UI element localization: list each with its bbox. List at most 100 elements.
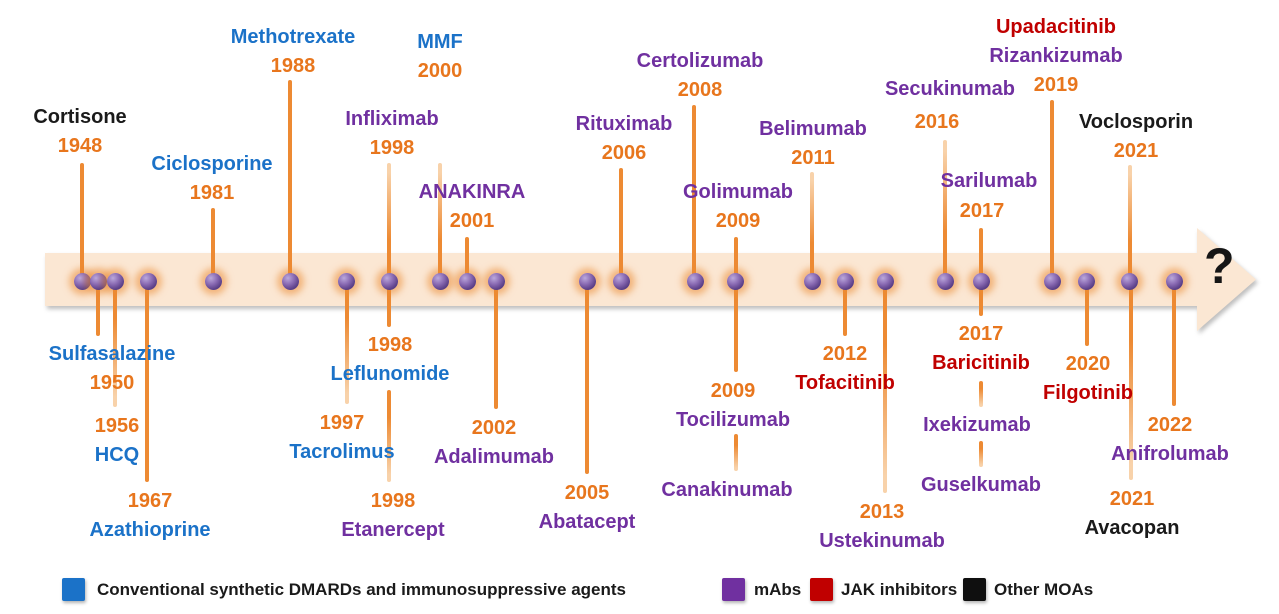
event-stem: [734, 237, 738, 281]
event-year: 1981: [189, 182, 235, 204]
event-stem: [585, 281, 589, 474]
event-label: 2012 Tofacitinib: [685, 340, 1005, 398]
event-name: Ustekinumab: [819, 530, 945, 552]
event-label: Sarilumab: [829, 167, 1149, 196]
timeline-dot: [612, 272, 630, 290]
event-stem: [387, 163, 391, 281]
event-year: 2008: [677, 79, 723, 101]
event-year: 2009: [715, 210, 761, 232]
event-stem: [211, 208, 215, 281]
event-stem: [979, 281, 983, 316]
timeline-dot: [431, 272, 449, 290]
event-label: 2020 Filgotinib: [928, 350, 1248, 408]
event-year: 2002: [471, 417, 517, 439]
event-year: 2005: [564, 482, 610, 504]
event-label: Ciclosporine 1981: [52, 150, 372, 208]
event-label: Certolizumab 2008: [540, 47, 860, 105]
event-label: 2017 Baricitinib: [821, 320, 1141, 378]
event-name: MMF: [417, 31, 463, 53]
event-stem: [1128, 165, 1132, 281]
event-label: 2016: [777, 108, 1097, 137]
event-name: Filgotinib: [1043, 382, 1133, 404]
event-year: 2013: [859, 501, 905, 523]
timeline-dot: [73, 272, 91, 290]
event-year: 1997: [319, 412, 365, 434]
event-label: 2005 Abatacept: [427, 479, 747, 537]
event-name: Cortisone: [33, 106, 127, 128]
timeline-dot: [936, 272, 954, 290]
event-stem: [288, 80, 292, 281]
timeline-dot: [106, 272, 124, 290]
event-stem: [979, 228, 983, 281]
event-name: Anifrolumab: [1111, 443, 1229, 465]
event-label: Secukinumab: [790, 75, 1110, 104]
event-name: Tacrolimus: [289, 441, 395, 463]
event-name: Baricitinib: [932, 352, 1030, 374]
event-year: 1998: [367, 334, 413, 356]
event-label: Ixekizumab: [817, 411, 1137, 440]
event-stem: [979, 441, 983, 467]
event-name: Infliximab: [345, 108, 439, 130]
timeline-dot: [686, 272, 704, 290]
event-name: ANAKINRA: [418, 181, 526, 203]
timeline-dot: [972, 272, 990, 290]
event-stem: [734, 434, 738, 471]
timeline-dot: [876, 272, 894, 290]
event-label: 1997 Tacrolimus: [182, 409, 502, 467]
event-name: Tofacitinib: [795, 372, 895, 394]
event-label: Voclosporin 2021: [976, 108, 1279, 166]
event-year: 1956: [94, 415, 140, 437]
timeline-dot: [836, 272, 854, 290]
legend-label-other: Other MOAs: [994, 580, 1094, 599]
event-label: 2002 Adalimumab: [334, 414, 654, 472]
event-stem: [494, 281, 498, 409]
event-name: Adalimumab: [433, 446, 555, 468]
event-year: 1967: [127, 490, 173, 512]
event-label: Sulfasalazine 1950: [0, 340, 272, 398]
event-name: Certolizumab: [636, 50, 764, 72]
legend-swatch-other: [963, 578, 986, 601]
timeline-dot: [281, 272, 299, 290]
event-label: 1998 Etanercept: [233, 487, 553, 545]
event-name: Guselkumab: [920, 474, 1042, 496]
event-name: Upadacitinib: [995, 16, 1116, 38]
event-stem: [1129, 281, 1133, 480]
event-label: Infliximab 1998: [232, 105, 552, 163]
event-name: Secukinumab: [884, 78, 1016, 100]
event-label: Belimumab 2011: [653, 115, 973, 173]
event-year: 2017: [958, 323, 1004, 345]
event-label: 2021 Avacopan: [972, 485, 1279, 543]
event-label: Canakinumab: [567, 476, 887, 505]
event-label: Golimumab 2009: [578, 178, 898, 236]
timeline-dot: [89, 272, 107, 290]
event-label: 1998 Leflunomide: [230, 331, 550, 389]
event-name: Rizankizumab: [989, 45, 1123, 67]
event-name: Etanercept: [341, 519, 445, 541]
event-year: 2011: [791, 147, 835, 169]
event-year: 2009: [710, 380, 756, 402]
event-stem: [438, 163, 442, 281]
event-name: Belimumab: [759, 118, 867, 140]
event-stem: [1172, 281, 1176, 406]
event-label: 2017: [822, 197, 1142, 226]
event-year: 2020: [1065, 353, 1111, 375]
timeline-dot: [380, 272, 398, 290]
event-name: Voclosporin: [1078, 111, 1194, 133]
event-stem: [883, 281, 887, 493]
event-stem: [345, 281, 349, 404]
event-label: 2009 Tocilizumab: [573, 377, 893, 435]
event-year: 2012: [822, 343, 868, 365]
event-name: Abatacept: [538, 511, 636, 533]
event-year: 2017: [959, 200, 1005, 222]
timeline-dot: [578, 272, 596, 290]
legend-label-jak: JAK inhibitors: [841, 580, 958, 599]
event-year: 2021: [1109, 488, 1155, 510]
legend-swatch-mab: [722, 578, 745, 601]
event-label: 1956 HCQ: [0, 412, 277, 470]
timeline-dot: [726, 272, 744, 290]
event-stem: [692, 105, 696, 281]
event-stem: [619, 168, 623, 281]
event-label: 1967 Azathioprine: [0, 487, 310, 545]
event-year: 1950: [89, 372, 135, 394]
event-label: MMF 2000: [280, 28, 600, 86]
